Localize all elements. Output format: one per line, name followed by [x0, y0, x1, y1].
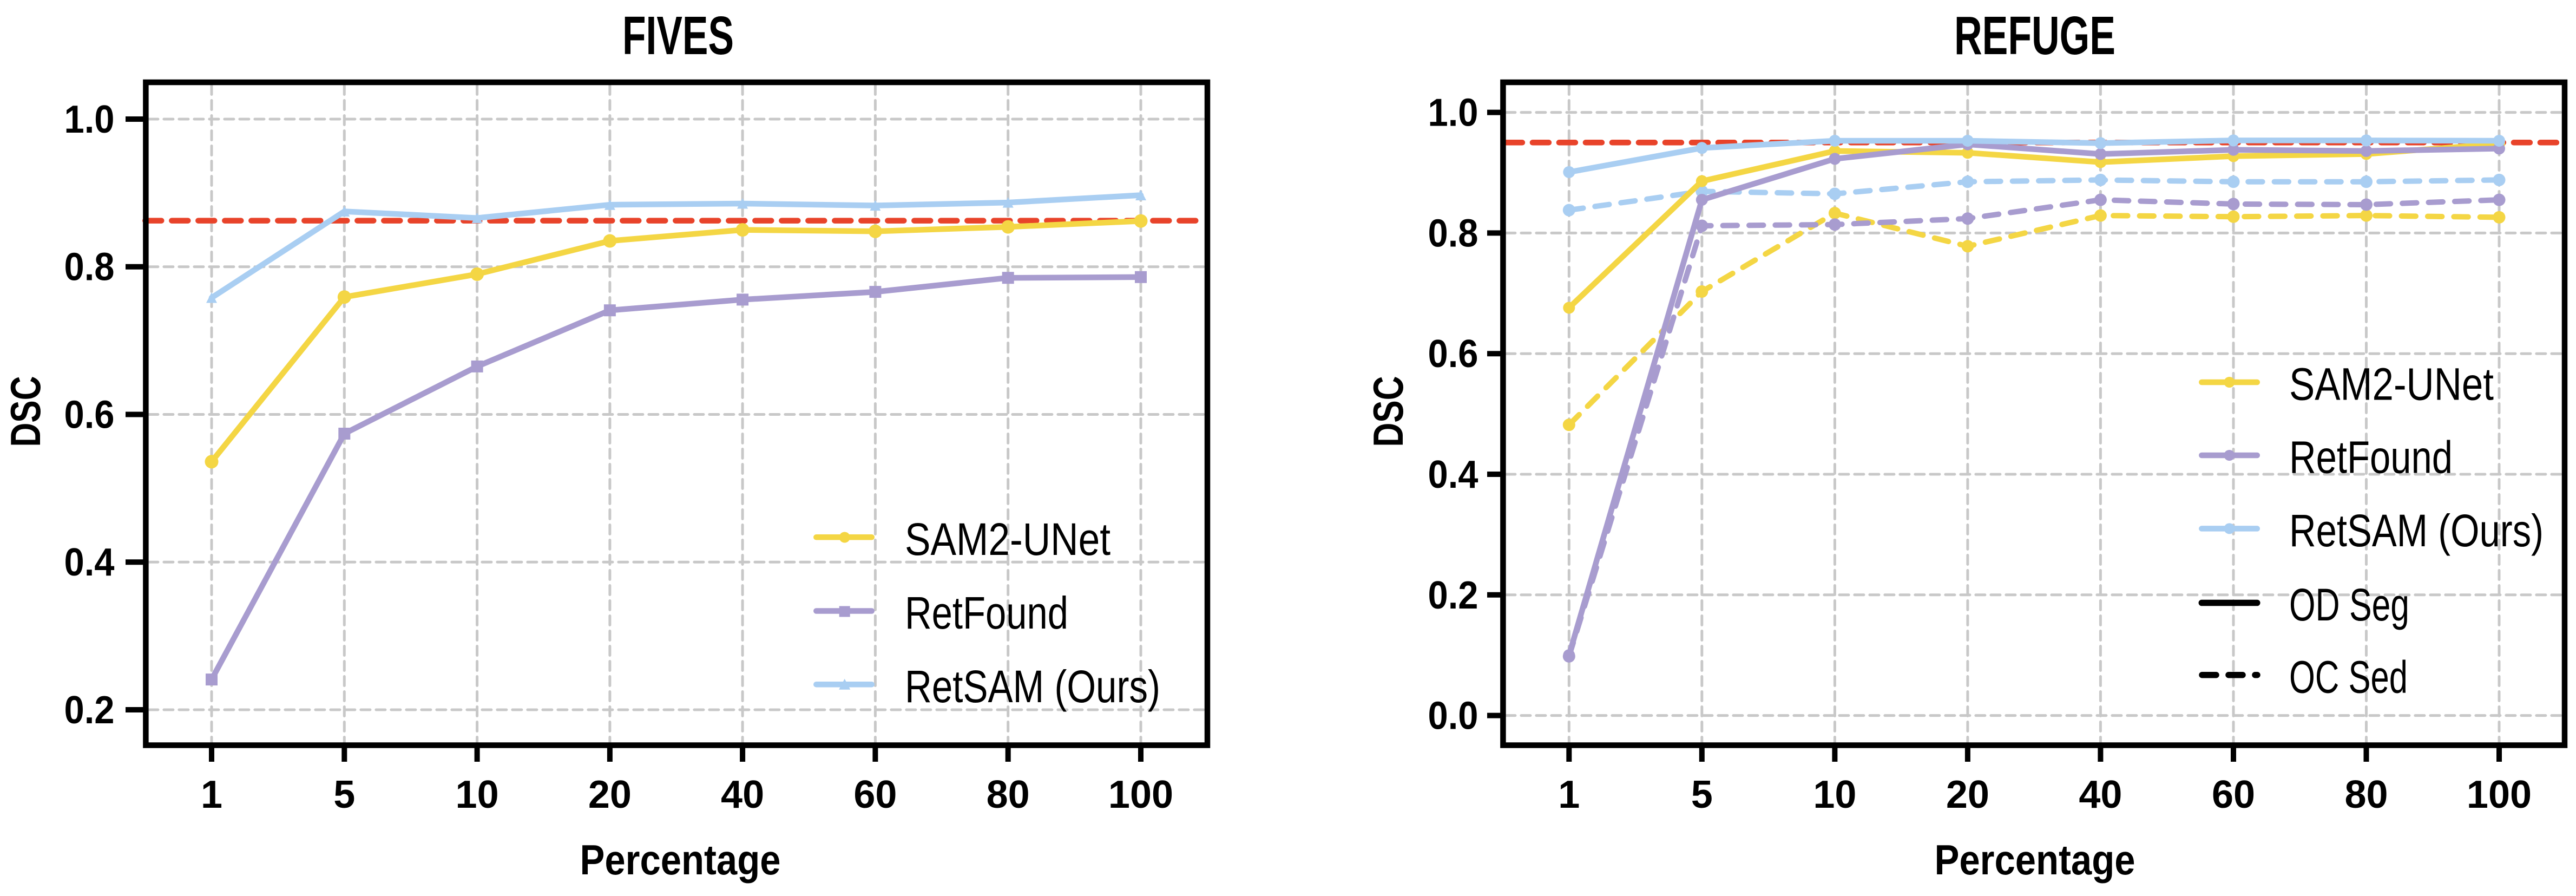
svg-text:0.4: 0.4 — [64, 541, 115, 584]
svg-text:20: 20 — [588, 773, 632, 816]
svg-text:RetFound: RetFound — [905, 587, 1068, 638]
svg-text:0.4: 0.4 — [1428, 453, 1478, 496]
svg-text:1.0: 1.0 — [1428, 91, 1478, 135]
svg-text:RetSAM (Ours): RetSAM (Ours) — [2289, 505, 2544, 556]
svg-text:0.2: 0.2 — [1428, 574, 1478, 617]
svg-text:DSC: DSC — [1364, 376, 1412, 447]
svg-text:SAM2-UNet: SAM2-UNet — [905, 514, 1110, 565]
svg-text:1: 1 — [1558, 773, 1580, 816]
svg-text:Percentage: Percentage — [1935, 836, 2135, 884]
svg-text:40: 40 — [2079, 773, 2122, 816]
svg-text:0.6: 0.6 — [64, 394, 115, 437]
svg-text:100: 100 — [2467, 773, 2532, 816]
svg-text:10: 10 — [1813, 773, 1856, 816]
svg-text:0.8: 0.8 — [1428, 212, 1478, 255]
svg-text:20: 20 — [1946, 773, 1989, 816]
svg-text:SAM2-UNet: SAM2-UNet — [2289, 359, 2494, 410]
svg-text:100: 100 — [1108, 773, 1173, 816]
svg-text:80: 80 — [987, 773, 1030, 816]
svg-text:OC Sed: OC Sed — [2289, 652, 2408, 703]
svg-text:5: 5 — [1691, 773, 1713, 816]
svg-text:5: 5 — [333, 773, 355, 816]
svg-text:40: 40 — [721, 773, 764, 816]
svg-text:80: 80 — [2344, 773, 2388, 816]
svg-text:1: 1 — [201, 773, 222, 816]
svg-text:0.8: 0.8 — [64, 246, 115, 289]
svg-text:Percentage: Percentage — [580, 836, 781, 884]
svg-text:0.0: 0.0 — [1428, 695, 1478, 738]
svg-text:0.6: 0.6 — [1428, 332, 1478, 376]
svg-text:FIVES: FIVES — [622, 5, 734, 66]
svg-text:10: 10 — [456, 773, 499, 816]
svg-text:DSC: DSC — [2, 376, 49, 447]
svg-text:0.2: 0.2 — [64, 689, 115, 732]
svg-text:60: 60 — [2212, 773, 2255, 816]
svg-text:60: 60 — [853, 773, 897, 816]
svg-text:REFUGE: REFUGE — [1954, 5, 2115, 66]
svg-text:RetFound: RetFound — [2289, 432, 2453, 483]
svg-text:RetSAM (Ours): RetSAM (Ours) — [905, 661, 1160, 712]
svg-text:1.0: 1.0 — [64, 98, 115, 141]
svg-text:OD Seg: OD Seg — [2289, 579, 2409, 630]
